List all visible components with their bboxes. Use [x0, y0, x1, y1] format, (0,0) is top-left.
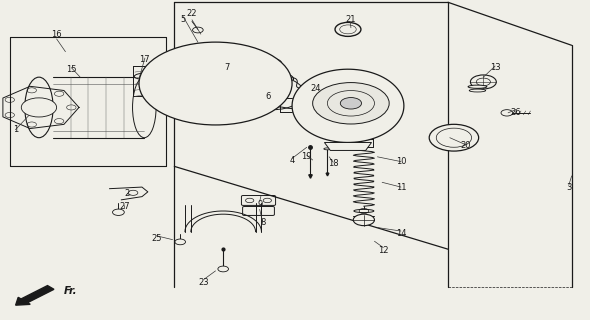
Text: Fr.: Fr.	[64, 286, 78, 296]
Circle shape	[179, 111, 188, 116]
Ellipse shape	[469, 89, 486, 92]
Text: 2: 2	[124, 189, 130, 198]
FancyBboxPatch shape	[242, 206, 274, 215]
Text: 19: 19	[301, 152, 312, 161]
Text: 4: 4	[290, 156, 294, 164]
Polygon shape	[324, 142, 372, 150]
Circle shape	[113, 209, 124, 215]
Circle shape	[274, 81, 284, 86]
Text: 12: 12	[378, 246, 389, 255]
Polygon shape	[292, 69, 404, 142]
Text: 23: 23	[198, 278, 209, 287]
Text: 21: 21	[346, 15, 356, 24]
Circle shape	[148, 81, 157, 86]
Circle shape	[175, 239, 185, 245]
FancyArrow shape	[15, 285, 54, 305]
Circle shape	[242, 76, 304, 110]
Text: 26: 26	[510, 108, 521, 117]
Text: 16: 16	[51, 30, 62, 39]
Circle shape	[340, 98, 362, 109]
Circle shape	[139, 42, 292, 125]
Text: 10: 10	[396, 157, 406, 166]
Text: 25: 25	[152, 234, 162, 243]
Ellipse shape	[324, 148, 331, 150]
Ellipse shape	[25, 77, 53, 138]
Text: 14: 14	[396, 229, 406, 238]
Text: 15: 15	[66, 65, 77, 74]
Circle shape	[179, 51, 188, 56]
Text: 18: 18	[328, 159, 339, 168]
Ellipse shape	[354, 209, 374, 212]
Circle shape	[201, 55, 289, 103]
Text: 3: 3	[566, 183, 571, 192]
Circle shape	[218, 266, 228, 272]
Text: 20: 20	[460, 141, 471, 150]
Circle shape	[242, 51, 252, 56]
Text: 11: 11	[396, 183, 406, 192]
Text: 13: 13	[490, 63, 500, 72]
Circle shape	[314, 84, 323, 89]
Text: 6: 6	[266, 92, 271, 101]
Text: 5: 5	[181, 15, 186, 24]
Ellipse shape	[468, 85, 487, 88]
Circle shape	[242, 111, 252, 116]
Circle shape	[470, 75, 496, 89]
Circle shape	[429, 124, 478, 151]
Circle shape	[313, 83, 389, 124]
Text: 22: 22	[187, 9, 197, 18]
Text: 1: 1	[13, 125, 18, 134]
Text: 17: 17	[140, 55, 150, 64]
Circle shape	[224, 68, 266, 90]
Circle shape	[501, 110, 513, 116]
Text: 7: 7	[225, 63, 230, 72]
FancyBboxPatch shape	[241, 196, 276, 205]
Ellipse shape	[135, 73, 157, 80]
Text: 8: 8	[260, 218, 266, 227]
Circle shape	[353, 214, 375, 226]
Text: 24: 24	[310, 84, 321, 93]
Text: 27: 27	[119, 202, 130, 211]
Ellipse shape	[133, 77, 156, 138]
Circle shape	[21, 98, 57, 117]
Text: 9: 9	[257, 200, 263, 209]
